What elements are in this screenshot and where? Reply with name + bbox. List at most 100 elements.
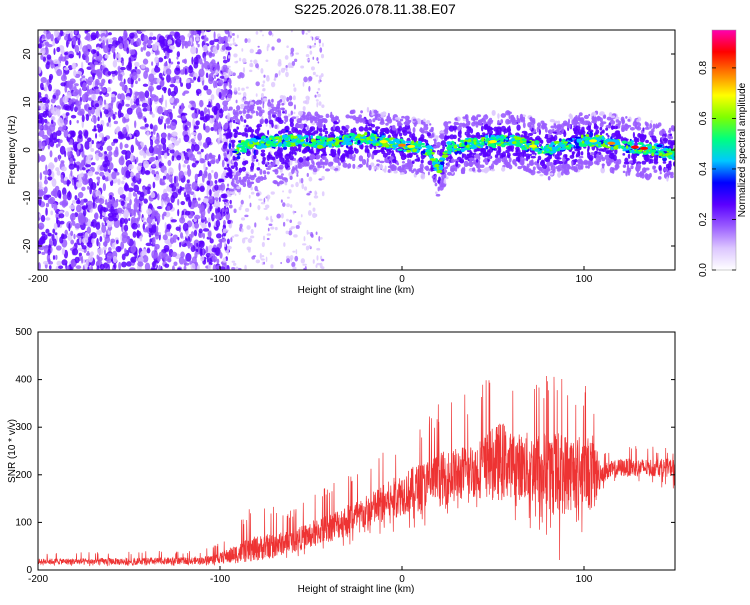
heatmap-band-cell — [232, 109, 236, 116]
heatmap-noise-cell — [191, 162, 197, 168]
heatmap-band-cell — [329, 166, 336, 170]
heatmap-band-cell — [324, 130, 329, 135]
heatmap-band-cell — [297, 129, 303, 136]
heatmap-noise-cell — [69, 30, 74, 39]
heatmap-noise-cell — [143, 70, 148, 80]
heatmap-band-cell — [255, 159, 259, 162]
heatmap-noise-cell — [49, 238, 52, 246]
heatmap-faint-cell — [227, 250, 229, 256]
heatmap-faint-cell — [275, 147, 278, 150]
heatmap-faint-cell — [306, 125, 309, 131]
heatmap-band-cell — [409, 133, 413, 138]
heatmap-noise-cell — [83, 209, 87, 217]
heatmap-noise-cell — [48, 162, 55, 171]
heatmap-noise-cell — [50, 33, 54, 42]
heatmap-band-cell — [670, 125, 675, 131]
heatmap-noise-cell — [194, 214, 201, 220]
heatmap-noise-cell — [135, 80, 138, 85]
heatmap-band-cell — [392, 159, 397, 164]
heatmap-noise-cell — [118, 43, 124, 50]
heatmap-noise-cell — [77, 232, 84, 237]
heatmap-noise-cell — [102, 232, 106, 239]
heatmap-noise-cell — [116, 207, 123, 214]
heatmap-noise-cell — [141, 217, 146, 221]
heatmap-band-cell — [412, 127, 416, 134]
heatmap-noise-cell — [38, 132, 41, 137]
heatmap-noise-cell — [181, 115, 187, 121]
heatmap-noise-cell — [63, 67, 70, 71]
heatmap-faint-cell — [250, 191, 255, 195]
heatmap-band-cell — [420, 154, 426, 160]
heatmap-noise-cell — [70, 170, 73, 177]
heatmap-band-cell — [459, 134, 462, 138]
heatmap-faint-cell — [317, 93, 321, 98]
heatmap-band-cell — [324, 168, 331, 172]
heatmap-band-cell — [547, 130, 551, 134]
heatmap-noise-cell — [94, 171, 100, 175]
heatmap-noise-cell — [83, 50, 90, 56]
heatmap-faint-cell — [292, 95, 296, 101]
heatmap-band-cell — [413, 136, 418, 142]
heatmap-noise-cell — [55, 254, 58, 260]
heatmap-band-cell — [572, 118, 578, 125]
heatmap-band-cell — [420, 119, 424, 125]
heatmap-noise-cell — [200, 208, 206, 218]
heatmap-noise-cell — [115, 239, 119, 245]
heatmap-noise-cell — [180, 251, 185, 259]
heatmap-faint-cell — [228, 43, 233, 46]
heatmap-faint-cell — [300, 214, 303, 218]
heatmap-noise-cell — [67, 149, 72, 158]
heatmap-band-cell — [522, 150, 527, 157]
heatmap-noise-cell — [169, 97, 175, 104]
heatmap-noise-cell — [152, 181, 156, 189]
heatmap-noise-cell — [146, 39, 153, 44]
heatmap-noise-cell — [70, 258, 76, 268]
heatmap-band-cell — [578, 159, 583, 165]
heatmap-band-cell — [475, 116, 479, 121]
heatmap-noise-cell — [69, 213, 76, 221]
heatmap-noise-cell — [188, 199, 192, 208]
heatmap-noise-cell — [138, 202, 141, 212]
heatmap-noise-cell — [173, 261, 178, 267]
heatmap-band-cell — [446, 171, 452, 176]
heatmap-noise-cell — [218, 196, 221, 203]
heatmap-band-cell — [475, 158, 479, 163]
heatmap-band-cell — [258, 99, 263, 105]
heatmap-band-cell — [314, 111, 319, 117]
heatmap-band-cell — [400, 172, 405, 175]
heatmap-noise-cell — [172, 105, 175, 109]
heatmap-noise-cell — [88, 106, 92, 111]
heatmap-band-cell — [588, 122, 592, 126]
heatmap-noise-cell — [52, 94, 56, 100]
heatmap-band-cell — [621, 124, 625, 130]
heatmap-band-cell — [339, 155, 346, 163]
heatmap-noise-cell — [60, 234, 68, 240]
heatmap-band-cell — [641, 160, 647, 165]
heatmap-faint-cell — [312, 56, 315, 60]
heatmap-noise-cell — [130, 245, 137, 254]
heatmap-faint-cell — [234, 234, 239, 237]
heatmap-band-cell — [657, 122, 662, 127]
heatmap-noise-cell — [130, 144, 135, 154]
heatmap-band-cell — [261, 160, 266, 165]
heatmap-noise-cell — [125, 197, 131, 202]
heatmap-noise-cell — [101, 78, 106, 84]
heatmap-band-cell — [431, 175, 435, 179]
heatmap-noise-cell — [95, 107, 101, 117]
heatmap-faint-cell — [253, 59, 258, 65]
heatmap-faint-cell — [295, 181, 299, 188]
heatmap-band-cell — [284, 126, 289, 131]
heatmap-band-cell — [266, 161, 269, 165]
heatmap-noise-cell — [191, 143, 195, 152]
heatmap-band-cell — [622, 153, 626, 156]
heatmap-noise-cell — [172, 265, 175, 270]
heatmap-band-cell — [259, 168, 263, 175]
heatmap-band-cell — [242, 160, 247, 166]
heatmap-noise-cell — [81, 114, 85, 123]
heatmap-band-cell — [377, 118, 381, 121]
heatmap-band-cell — [500, 113, 507, 118]
heatmap-faint-cell — [249, 202, 252, 208]
heatmap-faint-cell — [262, 87, 266, 92]
heatmap-noise-cell — [64, 51, 68, 56]
heatmap-faint-cell — [224, 155, 227, 159]
